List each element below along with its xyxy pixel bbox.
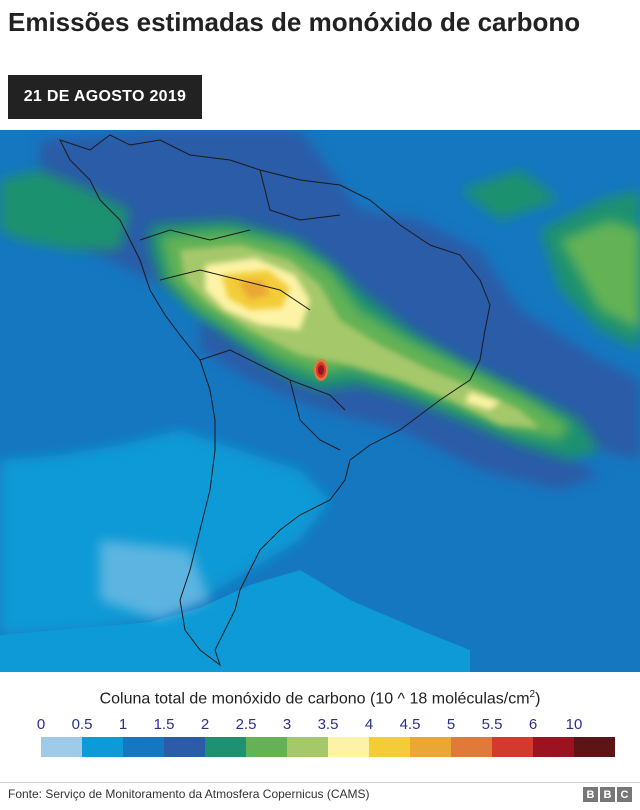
legend-tick-label: 10 — [565, 716, 583, 733]
bbc-logo: B B C — [583, 787, 632, 802]
legend-swatch — [41, 737, 82, 757]
footer-divider — [0, 782, 640, 783]
legend-swatch — [205, 737, 246, 757]
bbc-logo-letter: B — [600, 787, 615, 802]
legend-swatch — [164, 737, 205, 757]
legend-tick-label: 3 — [282, 716, 292, 733]
legend-tick-label: 4 — [364, 716, 374, 733]
legend-swatch — [533, 737, 574, 757]
chart-title: Emissões estimadas de monóxido de carbon… — [8, 7, 581, 37]
legend-tick-label: 1.5 — [153, 716, 175, 733]
legend-tick-label: 4.5 — [399, 716, 421, 733]
legend-tick-label: 0.5 — [71, 716, 93, 733]
legend-tick-label: 1 — [118, 716, 128, 733]
legend-tick-label: 5.5 — [481, 716, 503, 733]
date-badge: 21 DE AGOSTO 2019 — [8, 75, 202, 119]
bbc-logo-letter: C — [617, 787, 632, 802]
bbc-logo-letter: B — [583, 787, 598, 802]
fire-hotspot — [314, 359, 328, 381]
legend-swatch — [574, 737, 615, 757]
legend-tick-label: 2 — [200, 716, 210, 733]
source-note: Fonte: Serviço de Monitoramento da Atmos… — [8, 787, 370, 801]
legend-swatch — [82, 737, 123, 757]
legend-swatch — [246, 737, 287, 757]
legend-swatch — [287, 737, 328, 757]
legend-swatch — [328, 737, 369, 757]
co-concentration-map — [0, 130, 640, 672]
legend-title: Coluna total de monóxido de carbono (10 … — [99, 689, 541, 708]
legend-swatch — [369, 737, 410, 757]
low-concentration-south — [0, 430, 470, 672]
legend-tick-label: 0 — [36, 716, 46, 733]
legend-swatch — [451, 737, 492, 757]
legend-swatch — [410, 737, 451, 757]
legend-swatch — [123, 737, 164, 757]
legend-tick-label: 3.5 — [317, 716, 339, 733]
legend-swatch — [492, 737, 533, 757]
legend-tick-label: 2.5 — [235, 716, 257, 733]
legend-tick-label: 5 — [446, 716, 456, 733]
coastlines — [59, 134, 491, 667]
legend-tick-label: 6 — [528, 716, 538, 733]
